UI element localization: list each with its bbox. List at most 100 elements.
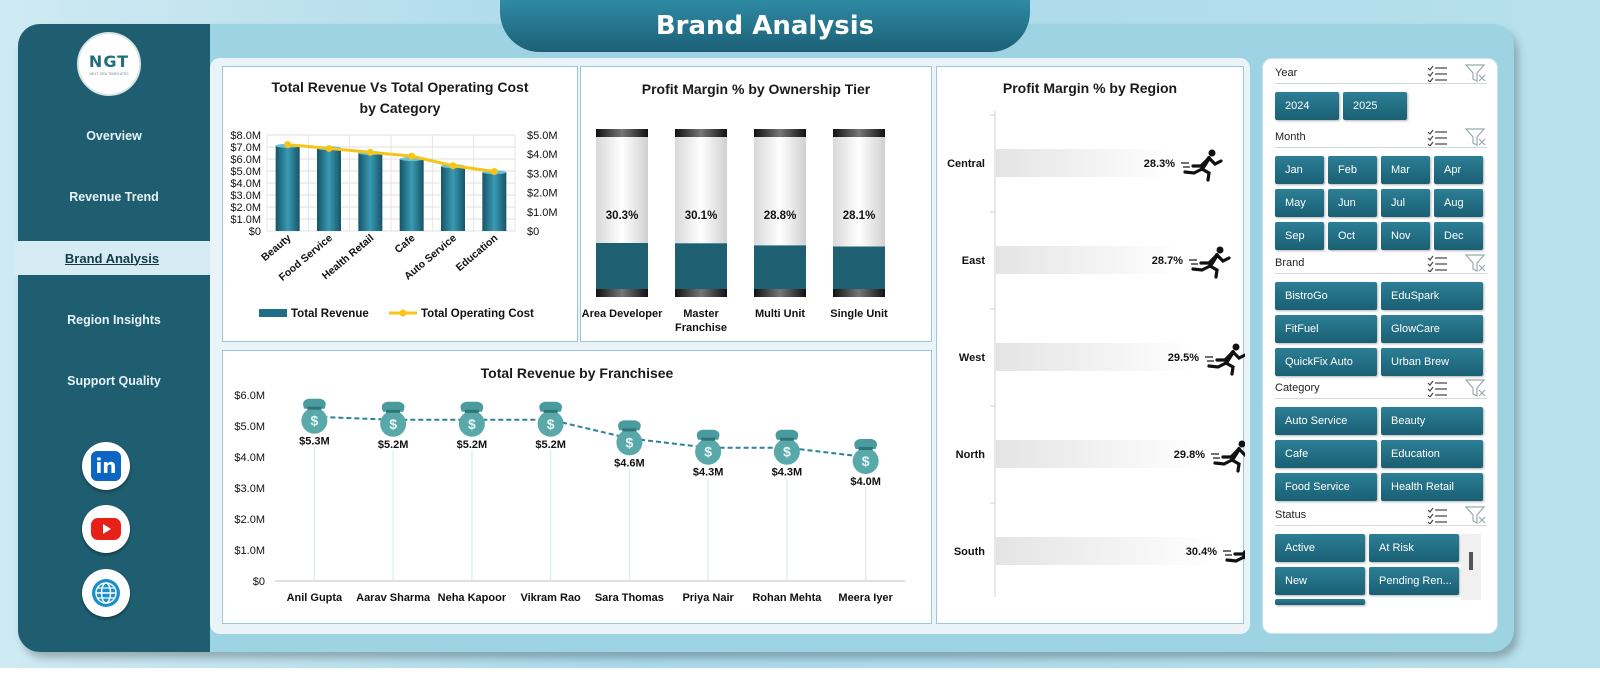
multi-select-icon[interactable] [1427,379,1449,398]
sidebar-item-revenue-trend[interactable]: Revenue Trend [18,181,210,213]
sidebar-item-overview[interactable]: Overview [18,120,210,152]
sidebar-item-region-insights[interactable]: Region Insights [18,304,210,336]
slicer-option-brand[interactable]: GlowCare [1381,315,1483,343]
multi-select-icon[interactable] [1427,64,1449,83]
slicer-option-brand[interactable]: BistroGo [1275,282,1377,310]
slicer-option-month[interactable]: May [1275,189,1324,217]
slicer-option-month[interactable]: Jun [1328,189,1377,217]
slicer-option-category[interactable]: Beauty [1381,407,1483,435]
data-label: 30.3% [606,210,639,222]
slicer-option-year[interactable]: 2025 [1343,92,1407,120]
clear-filter-icon[interactable] [1464,506,1487,524]
slicer-divider [1275,83,1487,84]
slicer-option-month[interactable]: Jan [1275,156,1324,184]
sidebar-item-support-quality[interactable]: Support Quality [18,365,210,397]
data-label: 28.8% [764,210,797,222]
y-tick-label: $3.0M [230,190,261,202]
slicer-option-month[interactable]: Oct [1328,222,1377,250]
cost-line [287,143,495,173]
slicer-option-category[interactable]: Food Service [1275,473,1377,501]
money-bag-neck [618,420,641,431]
runner-leg-front [1208,264,1219,279]
runner-icon [1211,440,1245,473]
clear-filter-icon[interactable] [1464,64,1487,82]
runner-arm-front [1237,447,1245,457]
slicer-option-category[interactable]: Auto Service [1275,407,1377,435]
legend-cost-label: Total Operating Cost [421,308,534,320]
dollar-sign: $ [862,453,870,469]
slicer-controls [1427,128,1487,149]
website-button[interactable] [82,569,130,617]
money-bag-body [773,438,800,465]
slicer-option-brand[interactable]: FitFuel [1275,315,1377,343]
slicer-option-brand[interactable]: QuickFix Auto [1275,348,1377,376]
tube-fill [675,243,727,297]
slicer-option-brand[interactable]: EduSpark [1381,282,1483,310]
slicer-option-month[interactable]: Aug [1434,189,1483,217]
tube-cap-bottom [833,289,885,297]
x-tick-label: Meera Iyer [838,592,893,604]
slicer-option-month[interactable]: Sep [1275,222,1324,250]
legend-revenue-label: Total Revenue [291,308,369,320]
money-bag-icon: $ [301,398,328,434]
clear-filter-icon[interactable] [1464,254,1487,272]
y-tick-label: $7.0M [230,142,261,154]
revenue-bar [441,166,465,231]
linkedin-button[interactable]: in [82,442,130,490]
money-bag-neck [775,429,799,440]
y-tick-label: South [954,546,985,558]
dollar-sign: $ [468,416,476,432]
y-tick-label: $6.0M [230,154,261,166]
slicer-option-status[interactable]: New [1275,567,1365,595]
x-tick-label: Anil Gupta [287,592,343,604]
slicer-option-category[interactable]: Cafe [1275,440,1377,468]
x-tick-label: Rohan Mehta [752,592,822,604]
slicer-option-status[interactable]: Active [1275,534,1365,562]
dollar-sign: $ [547,416,555,432]
x-tick-label: Sara Thomas [595,592,664,604]
y2-tick-label: $0 [527,226,539,238]
scrollbar-thumb[interactable] [1469,552,1473,570]
youtube-button[interactable] [82,505,130,553]
slicer-option-month[interactable]: Mar [1381,156,1430,184]
slicer-option-brand[interactable]: Urban Brew [1381,348,1483,376]
slicer-option-status[interactable]: Pending Ren... [1369,567,1459,595]
status-scrollbar[interactable] [1461,534,1481,600]
money-bag-body [616,429,643,456]
globe-icon [92,579,120,607]
clear-filter-icon[interactable] [1464,379,1487,397]
dollar-sign: $ [783,444,791,460]
slicer-option-status-partial[interactable] [1275,599,1365,605]
multi-select-icon[interactable] [1427,128,1449,147]
slicer-option-month[interactable]: Jul [1381,189,1430,217]
multi-select-icon[interactable] [1427,506,1449,525]
slicer-option-year[interactable]: 2024 [1275,92,1339,120]
runner-arm-front [1231,350,1245,360]
multi-select-icon[interactable] [1427,254,1449,273]
runner-torso [1200,156,1211,171]
money-bag-neck [381,401,405,412]
slicer-option-month[interactable]: Feb [1328,156,1377,184]
logo-subtext: NEXT GEN TEMPLATES [89,72,129,76]
dollar-sign: $ [625,434,633,450]
slicer-option-category[interactable]: Health Retail [1381,473,1483,501]
runner-leg-front [1224,361,1235,376]
slicer-divider [1275,525,1487,526]
data-label: $4.6M [614,457,645,469]
clear-filter-icon[interactable] [1464,128,1487,146]
ownership-tier-title: Profit Margin % by Ownership Tier [641,81,871,97]
slicer-option-status[interactable]: At Risk [1369,534,1459,562]
data-label: $4.3M [693,467,724,479]
slicer-option-month[interactable]: Dec [1434,222,1483,250]
slicer-option-category[interactable]: Education [1381,440,1483,468]
sidebar-item-brand-analysis[interactable]: Brand Analysis [14,241,210,275]
tube-fill [596,243,648,297]
linkedin-icon: in [91,451,121,481]
money-bag-body [301,407,328,434]
sidebar-item-label: Overview [86,129,142,143]
slicer-option-month[interactable]: Nov [1381,222,1430,250]
runner-torso [1224,350,1235,365]
runner-head [1216,246,1224,254]
runner-head [1232,343,1240,351]
slicer-option-month[interactable]: Apr [1434,156,1483,184]
